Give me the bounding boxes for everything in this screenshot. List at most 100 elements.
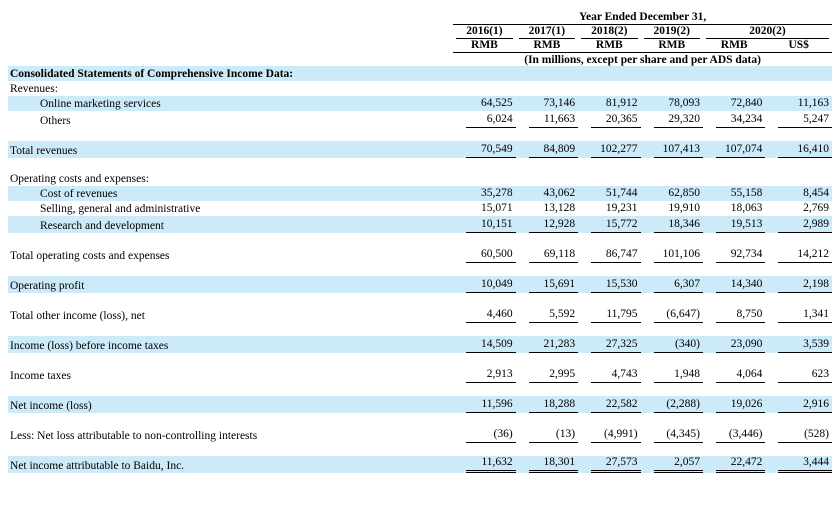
- currency-header: RMB: [515, 38, 579, 53]
- table-row: Revenues:: [8, 81, 832, 96]
- value-cell: 2,769: [803, 201, 829, 214]
- value-cell: 14,509: [453, 335, 516, 353]
- value-cell: 43,062: [515, 185, 579, 201]
- table-row: Selling, general and administrative 15,0…: [8, 201, 832, 216]
- row-label: Operating profit: [8, 275, 454, 293]
- row-label: Total other income (loss), net: [10, 309, 145, 322]
- value-cell: 6,307: [640, 275, 703, 293]
- value-cell: [578, 171, 640, 186]
- value-cell: [641, 81, 703, 96]
- table-row: Total operating costs and expenses 60,50…: [8, 246, 832, 263]
- row-label: Income taxes: [10, 369, 71, 382]
- table-row: Net income attributable to Baidu, Inc. 1…: [8, 455, 832, 473]
- value-cell: 5,592: [516, 306, 579, 323]
- value-cell: 11,596: [453, 395, 516, 413]
- row-label: Cost of revenues: [8, 185, 454, 201]
- table-body: Consolidated Statements of Comprehensive…: [8, 65, 832, 473]
- value-cell: 2,916: [765, 395, 832, 413]
- spacer-row: [8, 383, 832, 396]
- value-cell: (4,991): [578, 426, 641, 443]
- value-cell: [515, 65, 579, 81]
- value-cell: 73,146: [515, 95, 579, 111]
- value-cell: [516, 171, 578, 186]
- value-cell: 22,472: [702, 455, 766, 473]
- row-label: Research and development: [8, 215, 454, 233]
- year-header-2018: 2018(2): [581, 25, 638, 39]
- currency-header: RMB: [453, 38, 516, 53]
- row-label: Others: [40, 114, 71, 127]
- value-cell: 4,460: [453, 306, 516, 323]
- value-cell: [765, 65, 832, 81]
- value-cell: 27,573: [578, 455, 641, 473]
- table-row: Others 6,024 11,663 20,365 29,320 34,234…: [8, 111, 832, 128]
- row-label: Selling, general and administrative: [40, 202, 201, 215]
- financial-statement-page: Year Ended December 31, 2016(1) 2017(1) …: [8, 9, 832, 473]
- value-cell: [453, 65, 516, 81]
- value-cell: [453, 81, 515, 96]
- value-cell: [453, 171, 515, 186]
- value-cell: 623: [765, 366, 832, 383]
- value-cell: 11,632: [453, 455, 516, 473]
- value-cell: 10,151: [453, 215, 516, 233]
- value-cell: [702, 65, 766, 81]
- value-cell: 12,928: [515, 215, 579, 233]
- value-cell: 35,278: [453, 185, 516, 201]
- row-label: Consolidated Statements of Comprehensive…: [8, 65, 454, 81]
- value-cell: [703, 81, 765, 96]
- row-label: Income (loss) before income taxes: [8, 335, 454, 353]
- value-cell: 78,093: [640, 95, 703, 111]
- value-cell: 3,444: [765, 455, 832, 473]
- value-cell: 19,231: [605, 201, 638, 214]
- value-cell: [765, 171, 832, 186]
- table-row: Cost of revenues 35,278 43,062 51,744 62…: [8, 185, 832, 201]
- table-row: Less: Net loss attributable to non-contr…: [8, 426, 832, 443]
- value-cell: (3,446): [703, 426, 766, 443]
- value-cell: 18,063: [730, 201, 763, 214]
- value-cell: 18,288: [515, 395, 579, 413]
- value-cell: 19,910: [668, 201, 700, 214]
- value-cell: 14,340: [702, 275, 766, 293]
- value-cell: 92,734: [703, 246, 766, 263]
- value-cell: (36): [453, 426, 516, 443]
- table-row: Research and development 10,151 12,928 1…: [8, 215, 832, 233]
- spacer-row: [8, 233, 832, 246]
- year-header-cell: 2017(1): [516, 24, 578, 39]
- year-header-cell: 2016(1): [453, 24, 515, 39]
- value-cell: 15,071: [481, 201, 513, 214]
- header-label-spacer: [8, 24, 453, 39]
- table-row: Consolidated Statements of Comprehensive…: [8, 65, 832, 81]
- table-row: Total other income (loss), net 4,460 5,5…: [8, 306, 832, 323]
- value-cell: 15,772: [578, 215, 641, 233]
- value-cell: [578, 81, 640, 96]
- table-row: Net income (loss) 11,596 18,288 22,582 (…: [8, 395, 832, 413]
- header-note-row: (In millions, except per share and per A…: [8, 53, 832, 66]
- spacer-row: [8, 293, 832, 306]
- value-cell: 1,948: [641, 366, 703, 383]
- currency-header: RMB: [640, 38, 703, 53]
- row-label: Net income (loss): [8, 395, 454, 413]
- value-cell: 8,454: [765, 185, 832, 201]
- year-header-2016: 2016(1): [456, 25, 513, 39]
- value-cell: 1,341: [765, 306, 832, 323]
- value-cell: 11,663: [516, 111, 579, 128]
- value-cell: 5,247: [765, 111, 832, 128]
- spacer-row: [8, 128, 832, 141]
- value-cell: 86,747: [578, 246, 641, 263]
- value-cell: 23,090: [702, 335, 766, 353]
- period-title: Year Ended December 31,: [453, 9, 832, 25]
- currency-header: US$: [765, 38, 832, 53]
- table-row: Online marketing services 64,525 73,146 …: [8, 95, 832, 111]
- value-cell: 81,912: [578, 95, 641, 111]
- value-cell: 18,301: [515, 455, 579, 473]
- value-cell: 107,074: [702, 140, 766, 158]
- value-cell: 55,158: [702, 185, 766, 201]
- spacer-row: [8, 158, 832, 171]
- value-cell: 19,026: [702, 395, 766, 413]
- value-cell: 14,212: [765, 246, 832, 263]
- year-header-cell: 2018(2): [578, 24, 640, 39]
- table-row: Total revenues 70,549 84,809 102,277 107…: [8, 140, 832, 158]
- value-cell: 11,163: [765, 95, 832, 111]
- value-cell: 34,234: [703, 111, 766, 128]
- value-cell: (4,345): [641, 426, 703, 443]
- value-cell: 62,850: [640, 185, 703, 201]
